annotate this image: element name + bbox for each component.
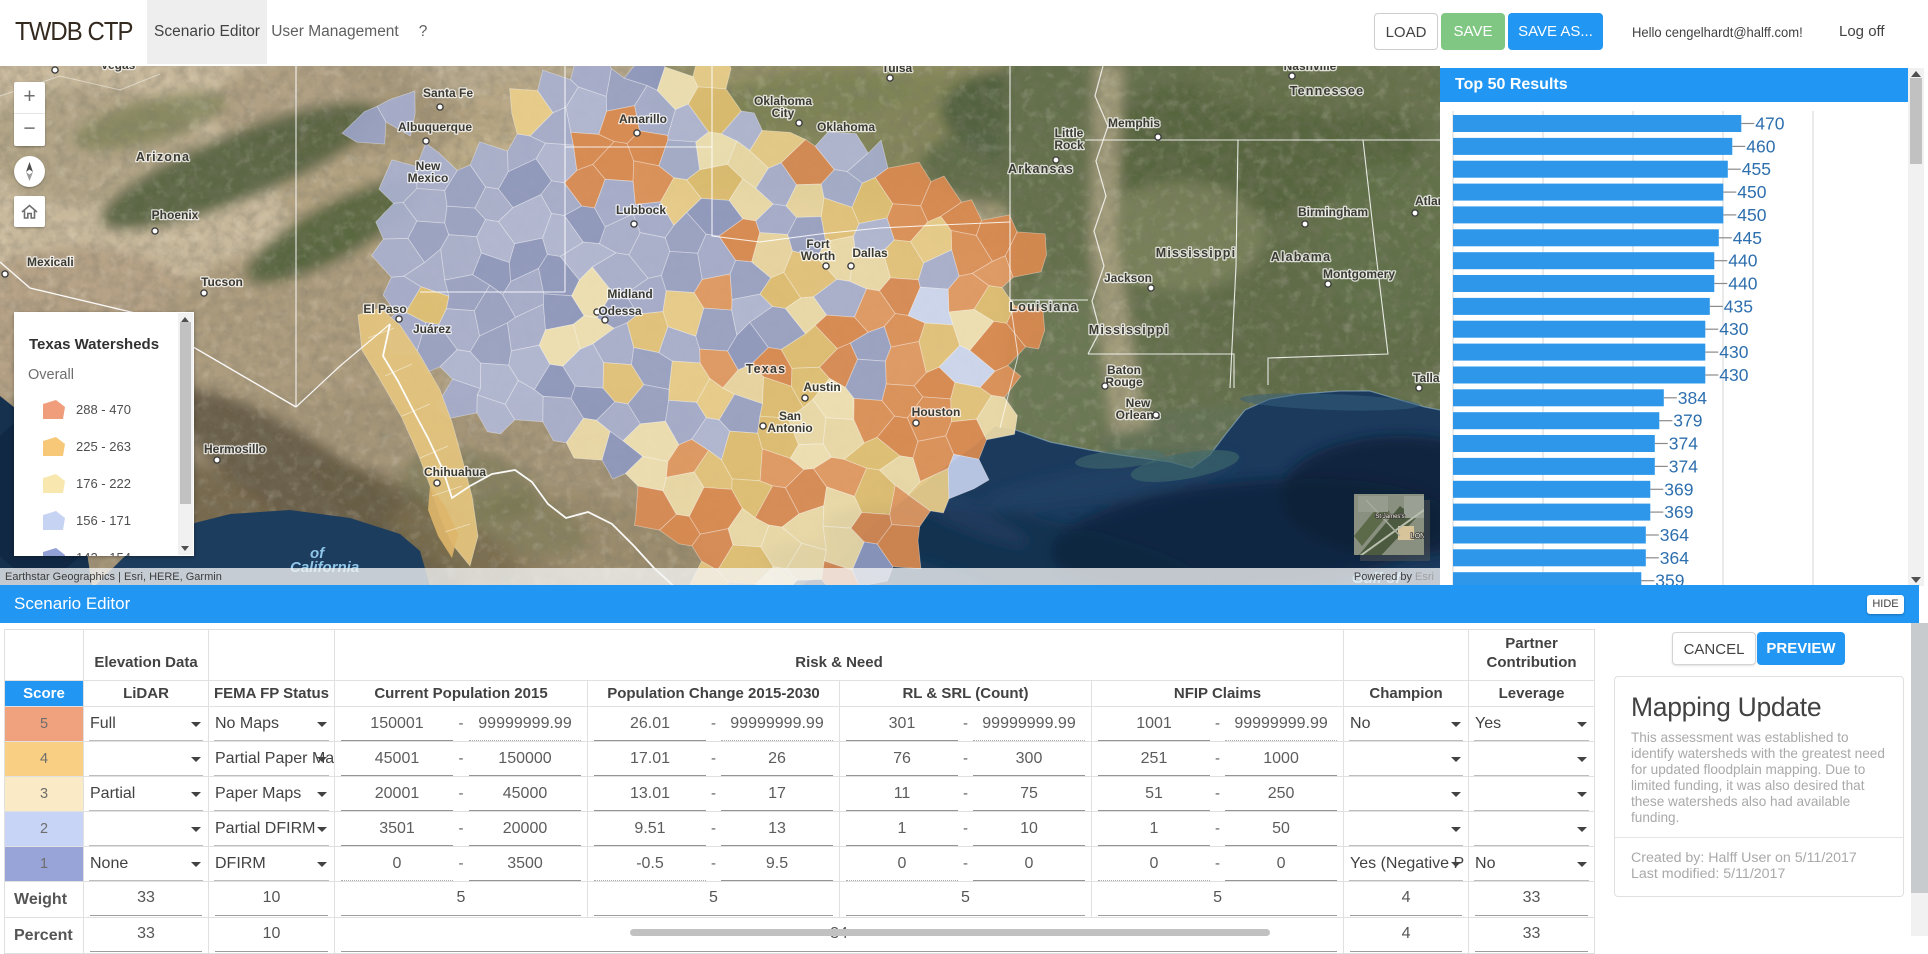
svg-text:Mississippi: Mississippi xyxy=(1156,246,1237,260)
svg-text:Santa Fe: Santa Fe xyxy=(423,86,473,100)
svg-text:Chihuahua: Chihuahua xyxy=(424,465,486,479)
svg-text:Orleans: Orleans xyxy=(1116,408,1161,422)
svg-text:Juárez: Juárez xyxy=(413,322,451,336)
svg-text:Phoenix: Phoenix xyxy=(152,208,199,222)
svg-text:Rock: Rock xyxy=(1054,138,1084,152)
svg-text:369: 369 xyxy=(1664,502,1693,522)
svg-text:New: New xyxy=(1126,396,1151,410)
svg-text:450: 450 xyxy=(1737,205,1766,225)
svg-text:Lubbock: Lubbock xyxy=(616,203,666,217)
svg-text:Nashville: Nashville xyxy=(1284,66,1337,73)
svg-text:Albuquerque: Albuquerque xyxy=(398,120,472,134)
svg-text:Arizona: Arizona xyxy=(136,150,190,164)
svg-text:374: 374 xyxy=(1669,434,1698,454)
svg-text:Tucson: Tucson xyxy=(201,275,243,289)
svg-text:Odessa: Odessa xyxy=(598,304,642,318)
svg-text:359: 359 xyxy=(1655,571,1684,586)
svg-text:455: 455 xyxy=(1742,159,1771,179)
svg-text:435: 435 xyxy=(1724,296,1753,316)
svg-text:Austin: Austin xyxy=(803,380,840,394)
svg-text:Worth: Worth xyxy=(801,249,835,263)
svg-text:of: of xyxy=(310,545,326,562)
svg-text:384: 384 xyxy=(1678,388,1707,408)
svg-text:Amarillo: Amarillo xyxy=(619,112,667,126)
svg-text:Alabama: Alabama xyxy=(1271,250,1332,264)
svg-text:Tennessee: Tennessee xyxy=(1290,84,1365,98)
svg-text:Rouge: Rouge xyxy=(1105,375,1143,389)
svg-text:Arkansas: Arkansas xyxy=(1008,162,1074,176)
svg-text:Atlant: Atlant xyxy=(1415,194,1440,208)
svg-text:Birmingham: Birmingham xyxy=(1298,205,1368,219)
svg-text:Fort: Fort xyxy=(806,237,829,251)
svg-text:Texas: Texas xyxy=(746,362,787,376)
svg-text:374: 374 xyxy=(1669,456,1698,476)
svg-text:Tallah: Tallah xyxy=(1413,371,1440,385)
svg-text:New: New xyxy=(416,159,441,173)
svg-text:364: 364 xyxy=(1660,525,1689,545)
svg-text:470: 470 xyxy=(1755,114,1784,134)
svg-text:City: City xyxy=(772,106,795,120)
svg-text:Little: Little xyxy=(1055,126,1084,140)
svg-text:Montgomery: Montgomery xyxy=(1323,267,1395,281)
svg-text:430: 430 xyxy=(1719,342,1748,362)
svg-text:440: 440 xyxy=(1728,251,1757,271)
svg-text:430: 430 xyxy=(1719,365,1748,385)
svg-text:364: 364 xyxy=(1660,548,1689,568)
svg-text:San: San xyxy=(779,409,801,423)
svg-text:Midland: Midland xyxy=(607,287,652,301)
svg-text:Jackson: Jackson xyxy=(1104,271,1152,285)
svg-text:445: 445 xyxy=(1733,228,1762,248)
svg-text:Baton: Baton xyxy=(1107,363,1141,377)
svg-text:Antonio: Antonio xyxy=(767,421,812,435)
svg-text:Houston: Houston xyxy=(912,405,961,419)
svg-text:440: 440 xyxy=(1728,274,1757,294)
svg-text:El Paso: El Paso xyxy=(363,302,406,316)
svg-text:LON: LON xyxy=(1411,533,1425,540)
svg-text:Dallas: Dallas xyxy=(852,246,888,260)
svg-text:Mississippi: Mississippi xyxy=(1089,323,1170,337)
svg-text:Memphis: Memphis xyxy=(1108,116,1160,130)
svg-text:Oklahoma: Oklahoma xyxy=(817,120,875,134)
svg-text:Mexico: Mexico xyxy=(408,171,449,185)
svg-text:St James's: St James's xyxy=(1375,514,1404,520)
svg-text:Vegas: Vegas xyxy=(101,66,136,72)
svg-text:Oklahoma: Oklahoma xyxy=(754,94,812,108)
svg-text:450: 450 xyxy=(1737,182,1766,202)
svg-text:460: 460 xyxy=(1746,136,1775,156)
svg-text:430: 430 xyxy=(1719,319,1748,339)
svg-text:Tulsa: Tulsa xyxy=(882,66,913,75)
svg-text:Louisiana: Louisiana xyxy=(1009,300,1078,314)
svg-text:Mexicali: Mexicali xyxy=(27,255,74,269)
svg-text:Hermosillo: Hermosillo xyxy=(204,442,266,456)
svg-text:369: 369 xyxy=(1664,479,1693,499)
svg-text:379: 379 xyxy=(1673,411,1702,431)
